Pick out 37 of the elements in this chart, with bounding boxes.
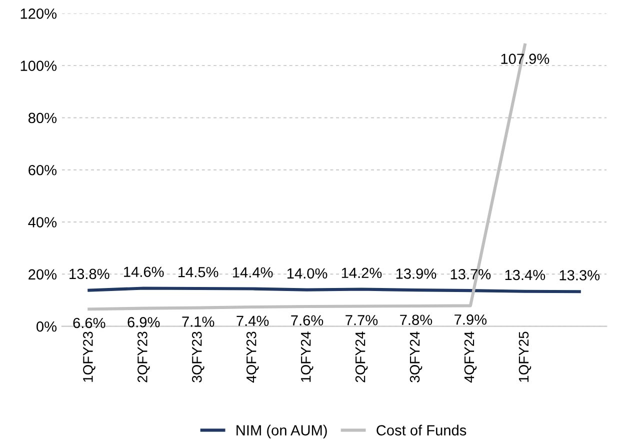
y-tick-label: 80%	[28, 112, 57, 124]
data-label: 14.5%	[178, 267, 218, 278]
data-label: 14.4%	[232, 267, 273, 278]
data-label: 14.6%	[124, 266, 164, 278]
x-tick-label: 2QFY24	[355, 332, 368, 382]
y-tick-label: 20%	[28, 269, 57, 280]
x-tick-label: 3QFY23	[192, 332, 204, 382]
data-label: 7.6%	[291, 315, 324, 326]
y-tick-label: 100%	[20, 60, 57, 71]
data-label: 13.8%	[70, 268, 110, 280]
x-tick-label: 4QFY24	[464, 332, 477, 383]
data-label: 7.4%	[236, 316, 269, 326]
data-label: 6.6%	[73, 318, 106, 328]
y-tick-label: 0%	[36, 321, 57, 332]
y-tick-label: 60%	[28, 164, 57, 176]
data-label: 7.7%	[346, 315, 378, 326]
data-label: 7.9%	[454, 314, 487, 325]
data-label: 6.9%	[128, 317, 160, 328]
data-label: 7.1%	[182, 316, 214, 327]
legend-label: NIM (on AUM)	[236, 424, 327, 438]
x-tick-label: 3QFY24	[410, 332, 422, 382]
data-label: 13.4%	[505, 270, 546, 280]
data-label: 13.7%	[450, 269, 491, 280]
y-tick-label: 40%	[28, 217, 57, 228]
data-label: 107.9%	[501, 54, 550, 64]
y-tick-label: 120%	[20, 8, 57, 19]
legend-label: Cost of Funds	[376, 424, 466, 436]
data-label: 14.0%	[287, 268, 328, 279]
data-label: 14.2%	[342, 268, 382, 278]
x-tick-label: 2QFY23	[138, 332, 150, 382]
x-tick-label: 1QFY25	[518, 332, 532, 382]
data-label: 13.3%	[560, 270, 600, 280]
x-tick-label: 4QFY23	[246, 332, 259, 383]
data-label: 13.9%	[396, 268, 436, 279]
x-tick-label: 1QFY23	[83, 332, 96, 382]
x-tick-label: 1QFY24	[300, 332, 314, 382]
data-label: 7.8%	[400, 314, 432, 326]
